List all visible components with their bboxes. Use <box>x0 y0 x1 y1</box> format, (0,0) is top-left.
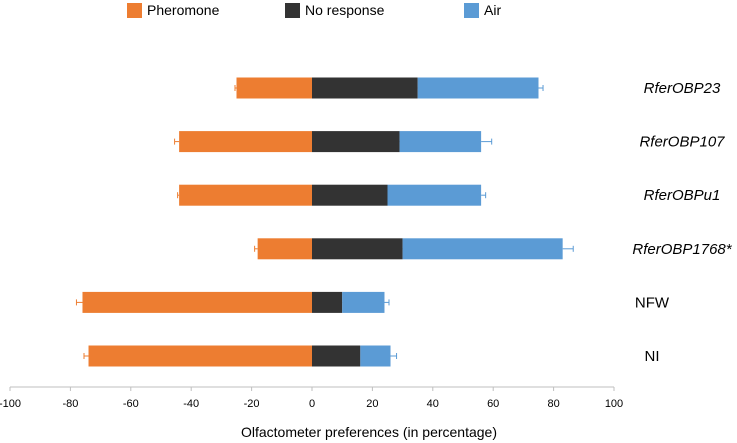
bar-no-response-ni <box>312 345 361 367</box>
bar-no-response-rferobp107 <box>312 131 400 153</box>
x-tick-label: -60 <box>123 398 139 410</box>
legend: Pheromone No response Air <box>127 2 501 18</box>
x-tick-label: 0 <box>309 398 315 410</box>
x-tick-label: 60 <box>487 398 499 410</box>
x-tick-label: -80 <box>62 398 78 410</box>
category-label-nfw: NFW <box>635 294 670 311</box>
legend-label-pheromone: Pheromone <box>147 2 220 18</box>
bar-air-rferobp23 <box>417 77 539 99</box>
legend-swatch-air <box>464 3 479 18</box>
bar-air-nfw <box>342 291 385 313</box>
x-tick-label: 40 <box>427 398 439 410</box>
x-tick-label: -100 <box>0 398 21 410</box>
x-tick-label: 20 <box>366 398 378 410</box>
x-tick-label: -20 <box>244 398 260 410</box>
bars-group <box>75 77 574 367</box>
legend-swatch-no-response <box>285 3 300 18</box>
category-label-rferobp107: RferOBP107 <box>639 134 725 151</box>
x-tick-label: 80 <box>547 398 559 410</box>
category-labels: RferOBP23 RferOBP107 RferOBPu1 RferOBP1768*… <box>632 80 732 365</box>
bar-air-rferobpu1 <box>387 184 482 206</box>
x-axis-label: Olfactometer preferences (in percentage) <box>241 424 497 440</box>
bar-no-response-rferobp23 <box>312 77 418 99</box>
category-label-rferobp23: RferOBP23 <box>644 80 721 97</box>
bar-pheromone-rferobp23 <box>236 77 312 99</box>
bar-pheromone-rferobp107 <box>179 131 312 153</box>
bar-pheromone-ni <box>88 345 313 367</box>
x-axis: -100 -80 -60 -40 -20 0 20 40 60 80 100 <box>0 386 623 410</box>
bar-no-response-rferobp1768 <box>312 238 403 260</box>
bar-pheromone-rferobpu1 <box>179 184 312 206</box>
category-label-rferobpu1: RferOBPu1 <box>644 187 721 204</box>
bar-no-response-nfw <box>312 291 343 313</box>
x-tick-label: -40 <box>183 398 199 410</box>
category-label-ni: NI <box>645 348 660 365</box>
bar-air-rferobp107 <box>399 131 482 153</box>
x-tick-label: 100 <box>605 398 623 410</box>
bar-no-response-rferobpu1 <box>312 184 388 206</box>
bar-air-ni <box>360 345 391 367</box>
bar-pheromone-rferobp1768 <box>257 238 312 260</box>
bar-pheromone-nfw <box>82 291 312 313</box>
legend-swatch-pheromone <box>127 3 142 18</box>
legend-label-air: Air <box>484 2 501 18</box>
legend-label-no-response: No response <box>305 2 385 18</box>
bar-air-rferobp1768 <box>402 238 563 260</box>
category-label-rferobp1768: RferOBP1768* <box>632 241 732 258</box>
